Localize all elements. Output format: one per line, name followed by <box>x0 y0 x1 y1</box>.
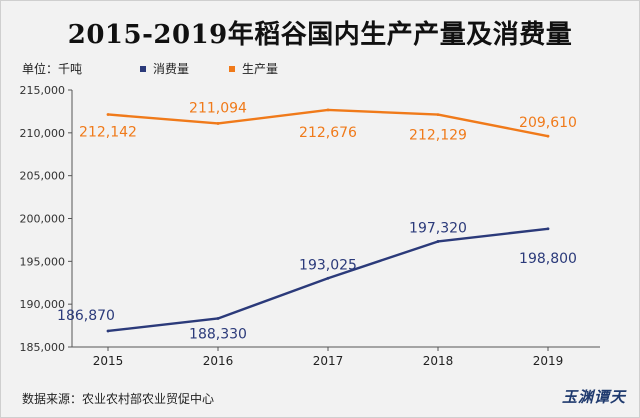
legend-swatch-consumption <box>140 65 147 72</box>
x-tick-label: 2016 <box>203 354 234 368</box>
data-label-production: 212,142 <box>79 124 137 140</box>
legend-swatch-production <box>229 65 236 72</box>
data-point-production <box>436 113 440 116</box>
data-point-consumption <box>216 317 220 320</box>
data-point-consumption <box>546 227 550 231</box>
data-point-production <box>326 108 330 112</box>
legend: 单位：千吨 消费量 生产量 <box>22 60 318 77</box>
x-tick-label: 2019 <box>533 354 564 368</box>
data-label-consumption: 197,320 <box>409 220 467 236</box>
data-label-production: 212,676 <box>299 125 357 141</box>
legend-label-consumption: 消费量 <box>153 62 190 76</box>
legend-item-production: 生产量 <box>229 60 278 77</box>
data-label-production: 212,129 <box>409 128 467 144</box>
series-line-consumption <box>107 227 549 333</box>
y-tick-label: 200,000 <box>20 213 66 226</box>
data-label-consumption: 198,800 <box>519 251 577 267</box>
data-label-production: 209,610 <box>519 115 577 131</box>
data-point-production <box>216 122 220 125</box>
x-tick-label: 2015 <box>93 354 124 368</box>
y-tick-label: 195,000 <box>20 255 66 268</box>
data-point-production <box>106 113 110 116</box>
data-point-consumption <box>326 276 330 280</box>
data-label-consumption: 186,870 <box>57 308 115 324</box>
unit-label: 单位：千吨 <box>22 62 83 76</box>
data-source: 数据来源：农业农村部农业贸促中心 <box>22 392 215 406</box>
y-tick-label: 185,000 <box>20 341 66 354</box>
x-tick-label: 2018 <box>423 354 454 368</box>
data-point-production <box>546 134 550 138</box>
data-label-consumption: 188,330 <box>189 326 247 342</box>
brand-logo: 玉渊谭天 <box>561 388 626 406</box>
data-label-production: 211,094 <box>189 100 247 116</box>
data-label-consumption: 193,025 <box>299 257 357 273</box>
chart-title: 2015-2019年稻谷国内生产产量及消费量 <box>67 20 573 50</box>
y-tick-label: 210,000 <box>20 127 66 140</box>
data-point-consumption <box>436 240 440 243</box>
y-tick-label: 190,000 <box>20 298 66 311</box>
y-tick-label: 215,000 <box>20 84 66 97</box>
x-tick-label: 2017 <box>313 354 344 368</box>
legend-label-production: 生产量 <box>242 62 279 76</box>
legend-item-consumption: 消费量 <box>140 60 189 77</box>
data-point-consumption <box>106 329 110 333</box>
y-tick-label: 205,000 <box>20 170 66 183</box>
